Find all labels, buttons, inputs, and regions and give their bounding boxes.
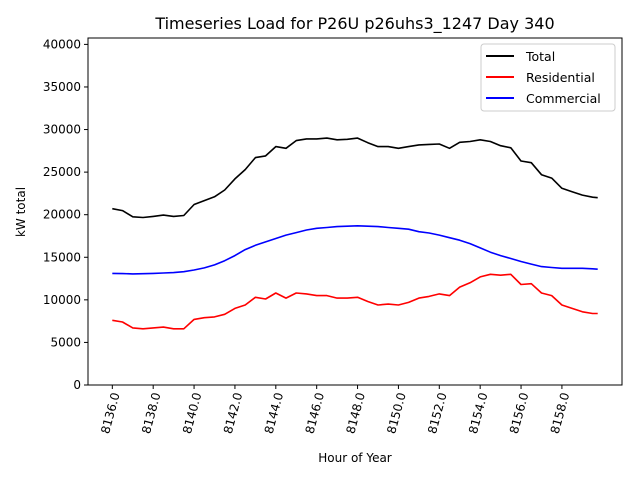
y-tick-label: 35000 [43,80,81,94]
y-tick-label: 5000 [50,335,81,349]
y-tick-label: 10000 [43,293,81,307]
y-tick-label: 40000 [43,37,81,51]
series-line-residential [112,273,598,330]
legend-label-residential: Residential [526,70,595,85]
chart-title: Timeseries Load for P26U p26uhs3_1247 Da… [154,14,554,34]
y-axis: 0 5000 10000 15000 20000 25000 30000 35000 40000 [43,37,88,392]
legend-label-commercial: Commercial [526,91,601,106]
y-axis-label: kW total [14,187,28,237]
series-layer [112,137,598,330]
y-tick-label: 20000 [43,208,81,222]
series-line-commercial [112,225,598,275]
legend: Total Residential Commercial [480,43,616,112]
legend-box [480,43,616,112]
y-tick-label: 0 [73,378,81,392]
plot-frame [87,37,623,386]
legend-label-total: Total [525,49,555,64]
y-tick-label: 30000 [43,123,81,137]
y-tick-label: 25000 [43,165,81,179]
y-tick-label: 15000 [43,250,81,264]
x-axis-label: Hour of Year [318,451,392,465]
series-line-total [112,137,598,219]
